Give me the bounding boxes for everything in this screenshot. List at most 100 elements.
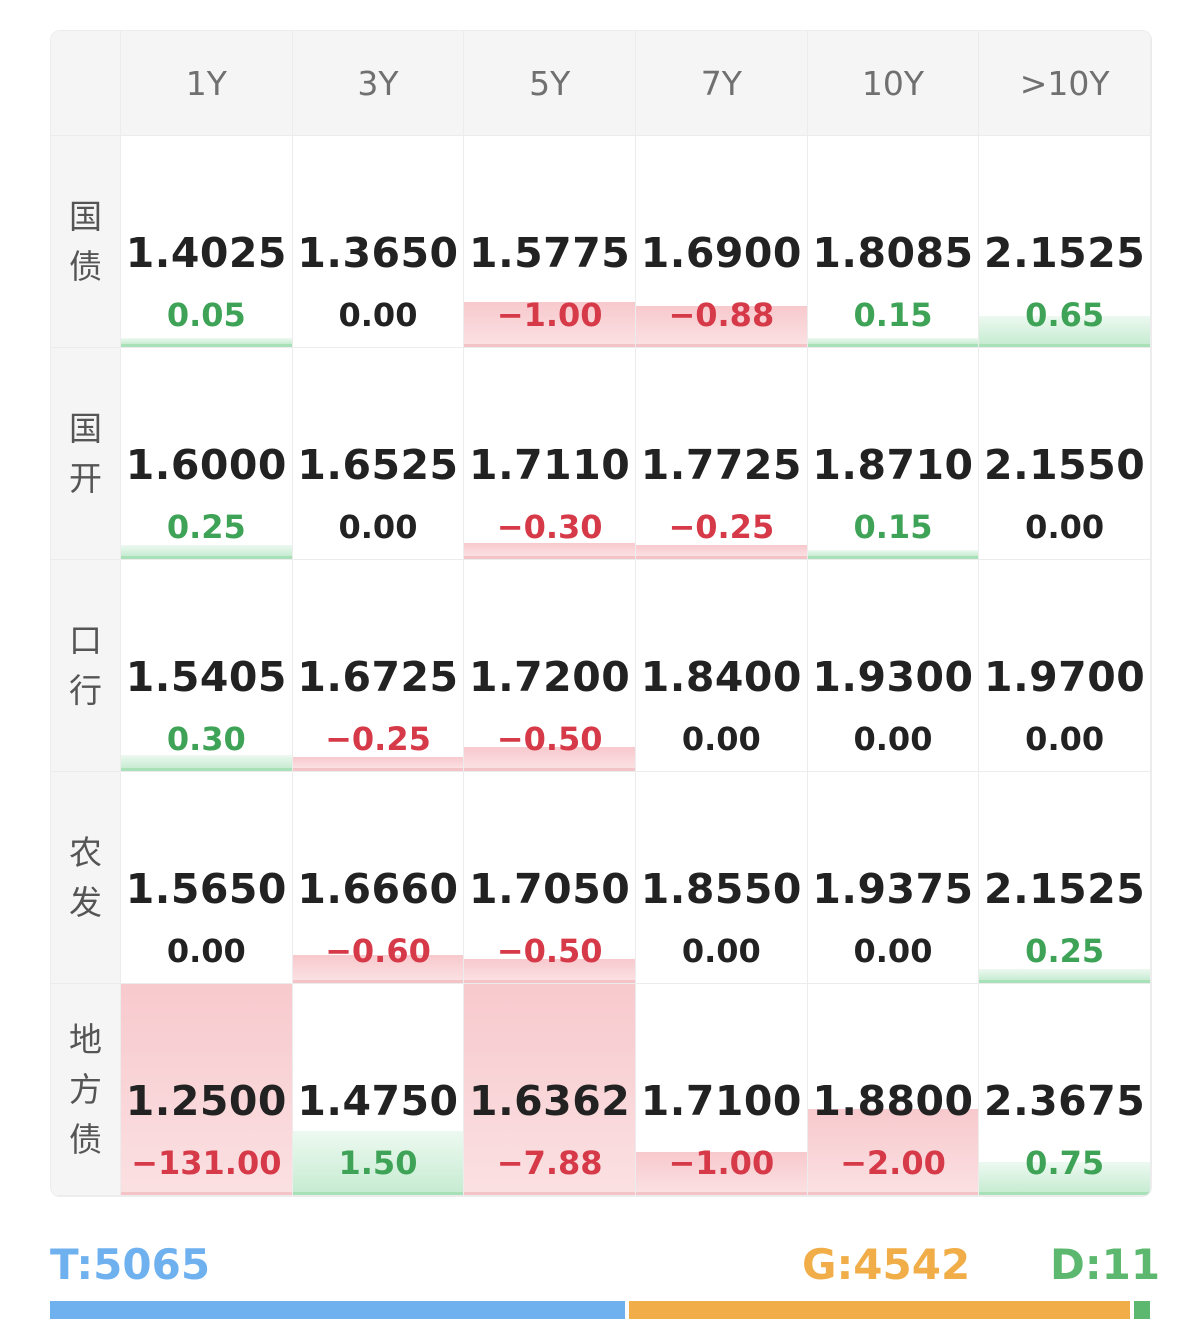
corner-cell [51, 31, 121, 136]
change-value: 0.15 [853, 296, 933, 334]
change-bar [979, 1162, 1150, 1195]
change-value: 0.30 [166, 720, 246, 758]
change-bar [464, 747, 635, 771]
yield-cell[interactable]: 1.6725 −0.25 [292, 560, 465, 772]
change-value: −0.25 [325, 720, 431, 758]
change-bar [807, 338, 979, 347]
yield-cell[interactable]: 1.4750 1.50 [292, 984, 465, 1196]
change-value: −131.00 [131, 1144, 282, 1182]
change-bar [636, 545, 807, 559]
change-bar [636, 1152, 807, 1195]
change-value: −2.00 [840, 1144, 946, 1182]
change-bar [636, 306, 807, 347]
change-value: 0.15 [853, 508, 933, 546]
yield-cell[interactable]: 1.6000 0.25 [121, 348, 293, 560]
row-header-4[interactable]: 地方债 [51, 984, 121, 1196]
yield-cell[interactable]: 1.8550 0.00 [636, 772, 808, 984]
change-value: 0.00 [1025, 720, 1105, 758]
yield-cell[interactable]: 1.7725 −0.25 [636, 348, 808, 560]
yield-cell[interactable]: 2.1525 0.25 [979, 772, 1151, 984]
yield-cell[interactable]: 1.4025 0.05 [121, 136, 293, 348]
column-header-5[interactable]: >10Y [979, 31, 1151, 136]
yield-value: 1.7200 [469, 653, 631, 701]
change-bar [979, 969, 1150, 983]
yield-value: 1.4750 [297, 1077, 459, 1125]
yield-cell[interactable]: 1.6362 −7.88 [464, 984, 636, 1196]
yield-value: 1.4025 [125, 229, 287, 277]
yield-value: 1.8085 [812, 229, 974, 277]
yield-cell[interactable]: 1.2500 −131.00 [121, 984, 293, 1196]
yield-cell[interactable]: 1.8400 0.00 [636, 560, 808, 772]
yield-cell[interactable]: 2.3675 0.75 [979, 984, 1151, 1196]
yield-cell[interactable]: 1.8710 0.15 [807, 348, 980, 560]
change-value: −0.88 [668, 296, 775, 334]
yield-cell[interactable]: 1.7110 −0.30 [464, 348, 636, 560]
change-value: −1.00 [496, 296, 603, 334]
row-header-2[interactable]: 口行 [51, 560, 121, 772]
change-bar [464, 302, 635, 347]
change-bar [464, 984, 635, 1195]
yield-value: 2.3675 [984, 1077, 1146, 1125]
yield-value: 1.5405 [125, 653, 287, 701]
yield-value: 1.9700 [984, 653, 1146, 701]
yield-cell[interactable]: 1.6900 −0.88 [636, 136, 808, 348]
yield-cell[interactable]: 1.5405 0.30 [121, 560, 293, 772]
change-value: −7.88 [496, 1144, 603, 1182]
yield-cell[interactable]: 1.9375 0.00 [807, 772, 980, 984]
yield-value: 1.8400 [640, 653, 802, 701]
change-bar [807, 1109, 979, 1195]
column-header-4[interactable]: 10Y [807, 31, 980, 136]
yield-cell[interactable]: 1.3650 0.00 [292, 136, 465, 348]
row-header-0[interactable]: 国债 [51, 136, 121, 348]
yield-cell[interactable]: 1.7200 −0.50 [464, 560, 636, 772]
change-value: 0.75 [1025, 1144, 1105, 1182]
yield-cell[interactable]: 1.8800 −2.00 [807, 984, 980, 1196]
change-value: 0.00 [681, 932, 761, 970]
yield-value: 1.5650 [125, 865, 287, 913]
column-header-1[interactable]: 3Y [292, 31, 465, 136]
change-value: 0.00 [1025, 508, 1105, 546]
change-value: 0.00 [681, 720, 761, 758]
change-bar [807, 550, 979, 559]
change-bar [292, 757, 464, 771]
yield-value: 2.1525 [984, 865, 1146, 913]
t-count-label: T:5065 [50, 1240, 211, 1289]
row-label: 国债 [69, 196, 102, 286]
change-bar [292, 1131, 464, 1195]
change-value: 0.65 [1025, 296, 1105, 334]
change-value: 0.25 [1025, 932, 1105, 970]
yield-cell[interactable]: 1.9700 0.00 [979, 560, 1151, 772]
change-bar [464, 543, 635, 559]
yield-cell[interactable]: 1.5650 0.00 [121, 772, 293, 984]
yield-cell[interactable]: 1.6660 −0.60 [292, 772, 465, 984]
yield-cell[interactable]: 2.1550 0.00 [979, 348, 1151, 560]
column-header-3[interactable]: 7Y [636, 31, 808, 136]
yield-value: 1.3650 [297, 229, 459, 277]
row-header-1[interactable]: 国开 [51, 348, 121, 560]
change-value: 0.00 [338, 508, 418, 546]
change-bar [121, 755, 292, 771]
yield-value: 1.6900 [640, 229, 802, 277]
yield-cell[interactable]: 2.1525 0.65 [979, 136, 1151, 348]
change-value: 0.00 [338, 296, 418, 334]
change-value: −0.25 [668, 508, 775, 546]
yield-value: 1.6000 [125, 441, 287, 489]
yield-cell[interactable]: 1.5775 −1.00 [464, 136, 636, 348]
yield-cell[interactable]: 1.6525 0.00 [292, 348, 465, 560]
yield-value: 1.6660 [297, 865, 459, 913]
yield-value: 1.7110 [469, 441, 631, 489]
column-header-2[interactable]: 5Y [464, 31, 636, 136]
change-value: 0.05 [166, 296, 246, 334]
yield-cell[interactable]: 1.9300 0.00 [807, 560, 980, 772]
yield-cell[interactable]: 1.8085 0.15 [807, 136, 980, 348]
column-header-0[interactable]: 1Y [121, 31, 293, 136]
yield-cell[interactable]: 1.7050 −0.50 [464, 772, 636, 984]
change-value: −1.00 [668, 1144, 775, 1182]
yield-value: 2.1525 [984, 229, 1146, 277]
change-value: −0.50 [496, 932, 603, 970]
row-header-3[interactable]: 农发 [51, 772, 121, 984]
yield-value: 1.6525 [297, 441, 459, 489]
yield-cell[interactable]: 1.7100 −1.00 [636, 984, 808, 1196]
yield-value: 1.7725 [640, 441, 802, 489]
d-count-label: D:11 [1050, 1240, 1161, 1289]
